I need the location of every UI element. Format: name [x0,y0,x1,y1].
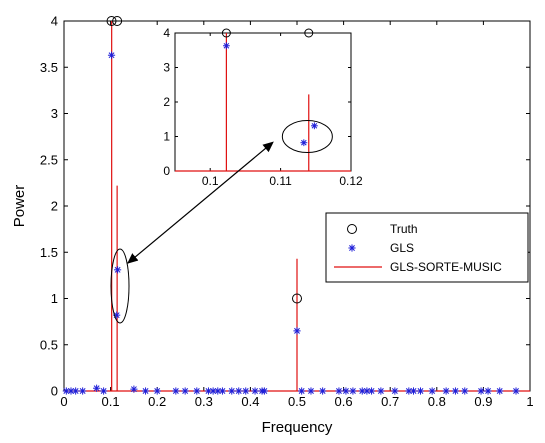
inset-truth-point [304,28,314,38]
y-tick-label: 3.5 [40,60,58,75]
inset-gls-point [300,139,308,147]
gls-point [113,266,122,274]
x-tick-label: 0.7 [381,394,399,409]
gls-point [93,384,101,392]
y-tick-label: 2.5 [40,152,58,167]
gls-point [461,387,469,395]
gls-point [298,387,306,395]
legend-gls-label: GLS [390,241,414,255]
gls-point [172,387,180,395]
x-tick-label: 0 [60,394,67,409]
y-tick-label: 0 [51,384,58,399]
y-tick-label: 1.5 [40,245,58,260]
gls-point [72,387,80,395]
gls-point [451,387,460,395]
gls-point [428,387,436,395]
x-tick-label: 0.1 [102,394,120,409]
inset-x-tick-label: 0.11 [269,174,292,188]
legend: Truth GLS GLS-SORTE-MUSIC [325,212,529,283]
gls-point [319,387,327,395]
zoom-arrow [127,141,274,264]
gls-point [100,387,108,395]
x-tick-label: 0.2 [148,394,166,409]
gls-point [79,387,87,395]
x-tick-label: 0.9 [474,394,492,409]
inset-zoom-ellipse [281,120,333,153]
gls-point [153,387,161,395]
gls-point [496,387,504,395]
legend-gls-marker [348,244,356,252]
gls-point [235,387,243,395]
x-tick-label: 0.4 [241,394,259,409]
x-tick-label: 0.5 [288,394,306,409]
inset-y-tick-label: 1 [163,130,170,144]
inset-y-tick-label: 2 [163,95,170,109]
inset-gls-point [310,122,318,130]
inset-y-tick-label: 4 [163,26,170,40]
y-tick-label: 4 [51,14,58,29]
gls-point [218,387,227,395]
x-tick-label: 0.8 [428,394,446,409]
gls-point [193,387,201,395]
y-tick-label: 1 [51,291,58,306]
gls-legend-asterisk [348,244,356,252]
gls-point [484,387,492,395]
gls-point [377,387,385,395]
inset-gls-point [222,42,230,50]
truth-point [106,16,117,26]
gls-point [293,327,301,335]
gls-point [335,387,343,395]
gls-point [358,387,366,395]
y-axis-label: Power [11,185,28,228]
gls-point [342,387,350,395]
inset-y-tick-label: 0 [163,164,170,178]
gls-point [367,387,376,395]
gls-point [307,387,315,395]
truth-point [112,16,123,26]
x-tick-label: 1 [526,394,533,409]
legend-music-label: GLS-SORTE-MUSIC [390,260,502,274]
y-tick-label: 3 [51,106,58,121]
inset-truth-point [221,28,231,38]
gls-point [512,387,520,395]
gls-point [416,387,425,395]
gls-point [181,387,189,395]
x-axis-label: Frequency [262,419,333,436]
x-tick-label: 0.6 [335,394,353,409]
truth-point [292,293,302,304]
x-tick-label: 0.3 [195,394,213,409]
gls-point [391,387,399,395]
gls-point [363,387,371,395]
gls-point [349,387,357,395]
gls-point [228,387,236,395]
legend-box [325,212,529,283]
y-tick-label: 2 [51,199,58,214]
gls-point [107,51,116,59]
gls-point [251,387,259,395]
gls-point [442,387,450,395]
gls-point [141,387,150,395]
y-tick-label: 0.5 [40,337,58,352]
gls-point [242,387,250,395]
inset-y-tick-label: 3 [163,61,170,75]
inset-x-tick-label: 0.1 [202,174,219,188]
legend-truth-label: Truth [390,222,418,236]
gls-point [477,387,485,395]
legend-truth-marker [347,224,357,234]
gls-point [214,387,222,395]
inset-x-tick-label: 0.12 [339,174,363,188]
gls-point [130,385,138,393]
gls-point [260,387,268,395]
gls-point [409,387,418,395]
main-zoom-ellipse [110,248,130,324]
